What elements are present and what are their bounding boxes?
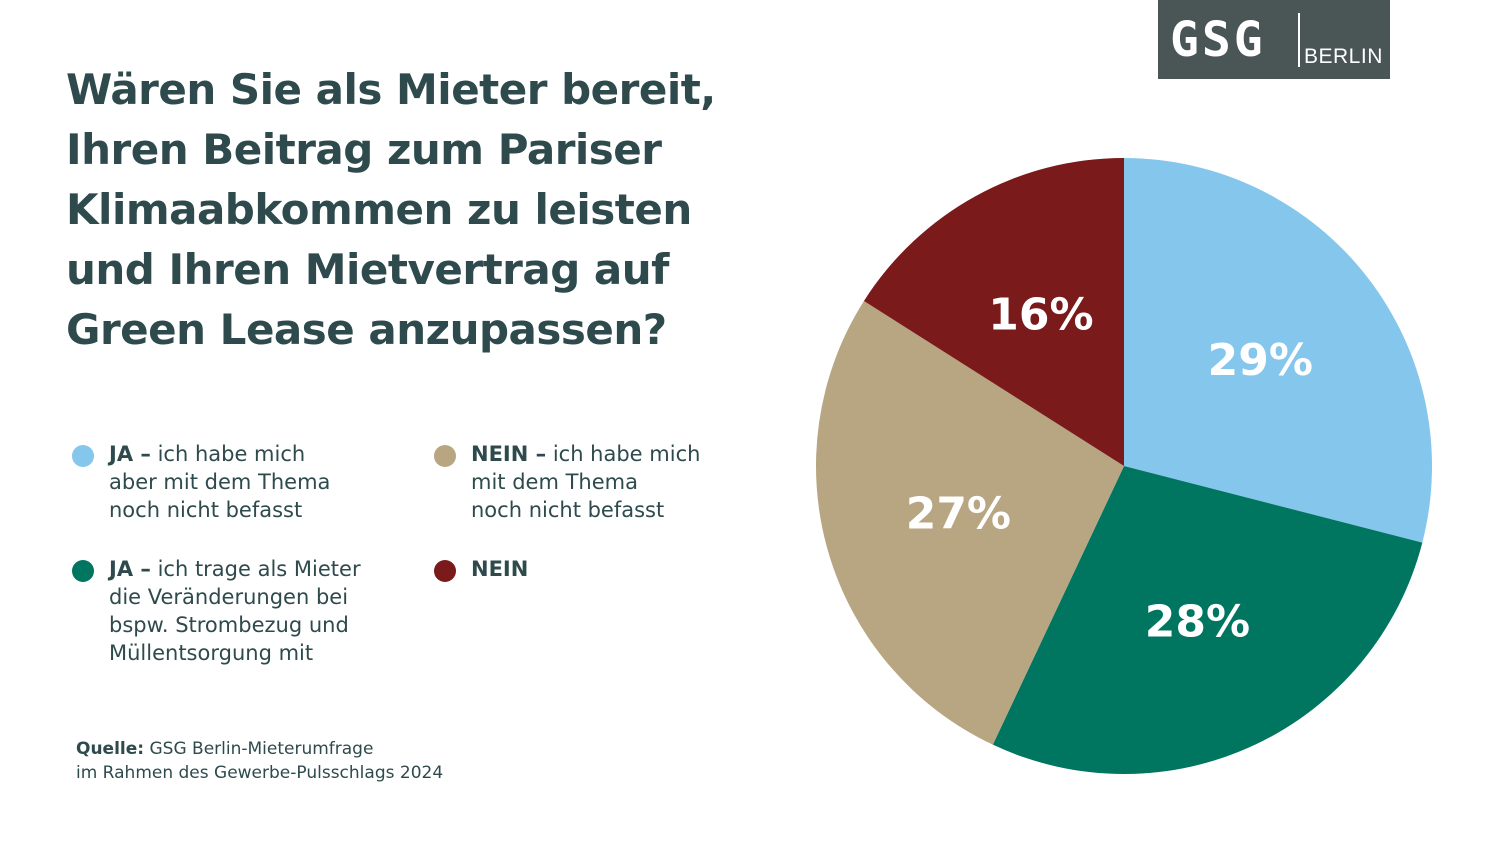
chart-title: Wären Sie als Mieter bereit, Ihren Beitr… [66,60,746,360]
legend-line: noch nicht befasst [109,498,303,522]
pie-slice [816,300,1124,745]
legend-swatch [72,445,94,467]
title-line: Klimaabkommen zu leisten [66,185,692,234]
legend-line: ich trage als Mieter [157,557,361,581]
legend-label: JA – ich trage als Mieter die Veränderun… [109,555,361,667]
legend-line: die Veränderungen bei [109,585,349,609]
legend-label: NEIN – ich habe mich mit dem Thema noch … [471,440,700,524]
slice-label: 16% [988,289,1093,340]
title-line: Wären Sie als Mieter bereit, [66,65,716,114]
legend-line: bspw. Strombezug und [109,613,349,637]
source-line: im Rahmen des Gewerbe-Pulsschlags 2024 [76,763,444,783]
source-line: GSG Berlin-Mieterumfrage [149,739,374,759]
legend-bold: JA – [109,557,151,581]
slice-label: 27% [906,489,1011,540]
pie-slice [992,466,1423,774]
gsg-berlin-logo: GSG BERLIN [1158,0,1390,79]
pie-slice [863,158,1124,466]
title-line: Ihren Beitrag zum Pariser [66,125,662,174]
slice-label: 29% [1208,335,1313,386]
legend-line: noch nicht befasst [471,498,665,522]
legend-bold: NEIN – [471,442,547,466]
legend-line: aber mit dem Thema [109,470,331,494]
logo-subtitle: BERLIN [1304,45,1383,68]
slice-label: 28% [1145,597,1250,648]
legend-line: ich habe mich [552,442,701,466]
legend-bold: JA – [109,442,151,466]
logo-divider [1298,13,1300,67]
legend-bold: NEIN [471,557,529,581]
pie-slice [1124,158,1432,543]
source-note: Quelle: GSG Berlin-Mieterumfrage im Rahm… [76,737,443,785]
legend-swatch [434,445,456,467]
legend-line: mit dem Thema [471,470,638,494]
title-line: und Ihren Mietvertrag auf [66,245,669,294]
legend-swatch [72,560,94,582]
title-line: Green Lease anzupassen? [66,305,667,354]
legend-swatch [434,560,456,582]
pie-chart: 29% 28% 27% 16% [816,158,1432,774]
logo-mark: GSG [1170,12,1266,68]
legend-line: ich habe mich [157,442,306,466]
legend-line: Müllentsorgung mit [109,641,314,665]
legend-label: JA – ich habe mich aber mit dem Thema no… [109,440,330,524]
source-label: Quelle: [76,739,145,759]
legend-label: NEIN [471,555,528,583]
